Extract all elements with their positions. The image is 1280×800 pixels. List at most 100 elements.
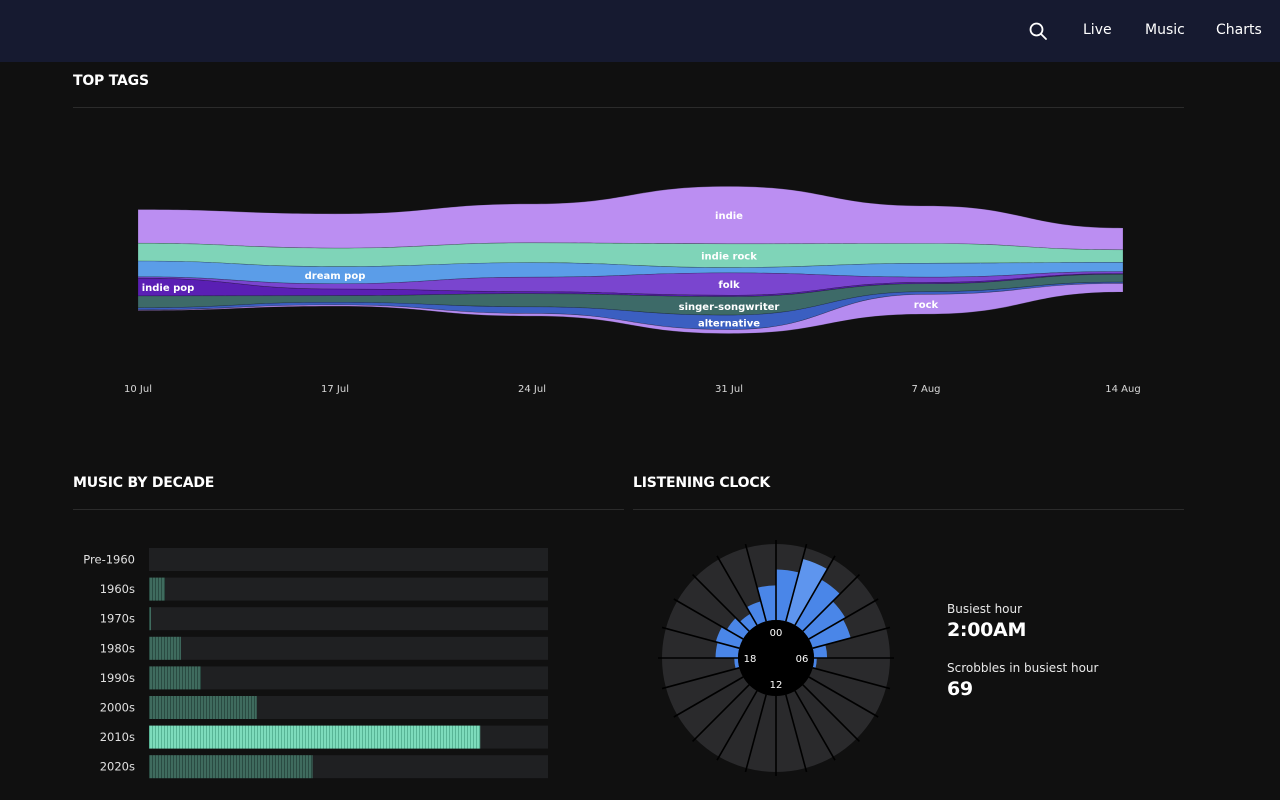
- decade-label: 1990s: [100, 671, 135, 685]
- decade-label: 1980s: [100, 641, 135, 655]
- busiest-hour-value: 2:00AM: [947, 619, 1027, 641]
- decade-label: 2020s: [100, 760, 135, 774]
- clock-spoke: [802, 573, 861, 632]
- decade-track: [149, 577, 548, 601]
- stream-label-folk: folk: [718, 280, 740, 291]
- x-tick-label: 10 Jul: [124, 384, 152, 395]
- stream-label-indie: indie: [715, 211, 743, 222]
- search-icon[interactable]: [1028, 21, 1048, 41]
- clock-bar-hour-6: [812, 658, 817, 669]
- x-tick-label: 31 Jul: [715, 384, 743, 395]
- clock-sector-bg: [776, 694, 806, 772]
- decade-label: 1960s: [100, 582, 135, 596]
- clock-sector-bg: [695, 684, 757, 757]
- clock-sector-bg: [665, 667, 744, 715]
- decade-track: [149, 548, 548, 571]
- clock-bar-hour-4: [808, 619, 851, 649]
- clock-spoke: [691, 684, 750, 743]
- clock-center: [738, 620, 814, 696]
- decade-label: 2000s: [100, 701, 135, 715]
- clock-spoke: [716, 555, 758, 626]
- clock-spoke: [744, 543, 767, 622]
- clock-divider: [633, 509, 1184, 510]
- stream-label-dream-pop: dream pop: [305, 271, 366, 282]
- clock-sector-bg: [812, 658, 890, 688]
- stream-layer-rock: [137, 283, 1124, 334]
- clock-spoke: [691, 573, 750, 632]
- listening-clock-chart: 00 06 12 18: [658, 540, 894, 776]
- clock-sector-bg: [802, 677, 875, 739]
- clock-sector-bg: [719, 690, 767, 769]
- decade-bar-2010s: [149, 725, 481, 749]
- clock-hour-label: 12: [770, 680, 783, 691]
- clock-sector-bg: [677, 677, 750, 739]
- clock-spoke: [785, 694, 808, 773]
- clock-spoke: [716, 690, 758, 761]
- clock-sector-bg: [695, 559, 757, 632]
- top-tags-divider: [73, 107, 1184, 108]
- decade-bar-1960s: [149, 577, 165, 601]
- x-tick-label: 7 Aug: [911, 384, 940, 395]
- stream-label-rock: rock: [914, 300, 939, 311]
- clock-spoke: [812, 667, 891, 690]
- clock-bar-hour-3: [802, 601, 846, 639]
- clock-spoke: [808, 676, 879, 718]
- clock-spoke: [673, 598, 744, 640]
- decade-label: 2010s: [100, 730, 135, 744]
- clock-spoke: [785, 543, 808, 622]
- clock-bar-hour-22: [746, 601, 767, 626]
- clock-sector-bg: [662, 658, 740, 688]
- decade-track: [149, 666, 548, 690]
- clock-bar-hour-18: [715, 642, 740, 658]
- stream-label-indie-rock: indie rock: [701, 252, 757, 263]
- top-tags-title: TOP TAGS: [73, 73, 149, 89]
- decade-bar-1990s: [149, 666, 201, 690]
- busiest-hour-block: Busiest hour 2:00AM: [947, 602, 1098, 641]
- clock-stats: Busiest hour 2:00AM Scrobbles in busiest…: [947, 602, 1098, 700]
- clock-title: LISTENING CLOCK: [633, 475, 771, 491]
- clock-bar-hour-5: [812, 644, 828, 658]
- clock-sector-bg: [746, 694, 776, 772]
- clock-bar-hour-19: [715, 626, 744, 649]
- clock-spoke: [673, 676, 744, 718]
- scrobbles-label: Scrobbles in busiest hour: [947, 661, 1099, 675]
- nav-link-live[interactable]: Live: [1083, 22, 1112, 38]
- clock-hour-label: 18: [744, 654, 757, 665]
- top-nav: Live Music Charts: [0, 0, 1280, 62]
- clock-bar-hour-2: [795, 579, 840, 632]
- clock-hour-label: 06: [796, 654, 809, 665]
- nav-link-music[interactable]: Music: [1145, 22, 1185, 38]
- decade-divider: [73, 509, 624, 510]
- clock-spoke: [661, 626, 740, 649]
- decade-label: 1970s: [100, 612, 135, 626]
- clock-spoke: [661, 667, 740, 690]
- clock-spoke: [812, 626, 891, 649]
- clock-sector-bg: [785, 690, 833, 769]
- clock-bar-hour-1: [785, 558, 828, 626]
- stream-layer-indie: [137, 186, 1124, 251]
- scrobbles-value: 69: [947, 678, 973, 700]
- clock-bar-hour-0: [776, 569, 799, 622]
- clock-spoke: [744, 694, 767, 773]
- x-tick-label: 17 Jul: [321, 384, 349, 395]
- stream-label-singer-songwriter: singer-songwriter: [679, 302, 780, 313]
- decade-title: MUSIC BY DECADE: [73, 475, 215, 491]
- decade-bar-2020s: [149, 755, 313, 779]
- clock-sector-bg: [812, 628, 890, 658]
- clock-bar-hour-20: [726, 617, 750, 639]
- clock-hour-label: 00: [770, 628, 783, 639]
- clock-spoke: [808, 598, 879, 640]
- decade-bar-chart: Pre-1960 1960s 1970s 1980s 1990s 2000s 2010s 20…: [83, 548, 548, 779]
- decade-bar-2000s: [149, 696, 257, 719]
- decade-bar-1980s: [149, 636, 181, 660]
- clock-sector-bg: [795, 684, 857, 757]
- x-tick-label: 14 Aug: [1105, 384, 1140, 395]
- top-tags-streamgraph: indie indie rock dream pop folk indie pop sin…: [124, 186, 1141, 395]
- clock-spoke: [794, 690, 836, 761]
- stream-label-indie-pop: indie pop: [142, 283, 195, 294]
- x-tick-label: 24 Jul: [518, 384, 546, 395]
- nav-link-charts[interactable]: Charts: [1216, 22, 1262, 38]
- decade-bar-1970s: [149, 607, 151, 631]
- clock-bar-hour-17: [734, 658, 740, 669]
- decade-label: Pre-1960: [83, 553, 135, 567]
